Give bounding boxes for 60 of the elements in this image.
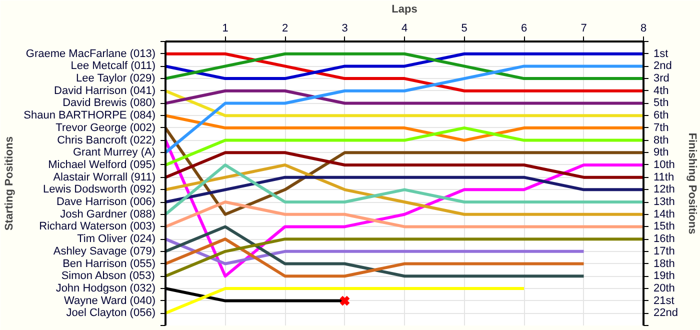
y-tick-label: 13th	[654, 196, 675, 208]
x-tick-label: 4	[401, 22, 408, 34]
y-tick-label: 22nd	[654, 307, 678, 320]
text: Joel Clayton (056)	[66, 307, 156, 320]
y-tick-label: 14th	[654, 208, 675, 220]
y-tick-label: 10th	[654, 158, 675, 171]
text: Dave Harrison (006)	[56, 196, 156, 208]
x-tick-label: 5	[461, 22, 468, 34]
text: Trevor George (002)	[56, 122, 156, 134]
y-tick-label: 17th	[654, 245, 675, 258]
y-tick-label: 19th	[654, 270, 675, 282]
x-axis-title: Laps	[392, 4, 418, 16]
text: Graeme MacFarlane (013)	[26, 48, 156, 60]
text: Wayne Ward (040)	[64, 294, 156, 307]
line-series	[166, 225, 586, 278]
text: Tim Oliver (024)	[77, 233, 156, 246]
text: Grant Murrey (A)	[72, 146, 156, 159]
y-tick-label: 5th	[654, 97, 669, 110]
y-tick-label: 2nd	[654, 60, 672, 72]
y-tick-label: 6th	[654, 110, 669, 122]
text: Alastair Worrall (911)	[53, 171, 156, 184]
y-axis-title: Finishing Positions	[686, 132, 698, 234]
text: Michael Welford (095)	[48, 158, 156, 171]
text: Lee Metcalf (011)	[70, 60, 156, 72]
y-tick-label: 8th	[654, 134, 669, 146]
text: John Hodgson (032)	[56, 282, 156, 294]
y-tick-label: 21st	[654, 294, 674, 307]
y-tick-label: 15th	[654, 220, 675, 233]
y-tick-label: 9th	[654, 146, 669, 159]
x-tick-label: 1	[222, 22, 228, 34]
y-tick-label: 4th	[654, 84, 669, 97]
line-series	[166, 52, 644, 92]
x-tick-label: 2	[282, 22, 288, 34]
x-tick-label: 3	[342, 22, 348, 34]
text: Lee Taylor (029)	[76, 72, 156, 85]
text: Lewis Dodsworth (092)	[43, 184, 156, 196]
text: David Brewis (080)	[62, 97, 156, 110]
y-tick-label: 16th	[654, 233, 675, 246]
text: Simon Abson (053)	[61, 270, 155, 282]
x-tick-label: 8	[640, 22, 647, 34]
text: Shaun BARTHORPE (084)	[24, 110, 156, 122]
y-tick-label: 20th	[654, 282, 675, 294]
line-series	[166, 126, 644, 216]
text: Richard Waterson (003)	[39, 220, 156, 233]
text: Chris Bancroft (022)	[57, 134, 156, 146]
text: Ashley Savage (079)	[53, 245, 156, 258]
line-series	[166, 163, 644, 216]
y-tick-label: 11th	[654, 171, 674, 184]
line-series	[166, 64, 644, 154]
y-tick-label: 1st	[654, 48, 668, 60]
y-tick-label: 12th	[654, 184, 675, 196]
text: Ben Harrison (055)	[62, 258, 156, 270]
y-tick-label: 18th	[654, 258, 675, 270]
y-tick-label: 3rd	[654, 72, 670, 85]
y-tick-label: 7th	[654, 122, 669, 134]
text: Josh Gardner (088)	[60, 208, 156, 220]
x-tick-label: 6	[520, 22, 528, 34]
text: Starting Positions	[4, 136, 16, 231]
text: David Harrison (041)	[54, 84, 156, 97]
x-tick-label: 7	[580, 22, 587, 34]
